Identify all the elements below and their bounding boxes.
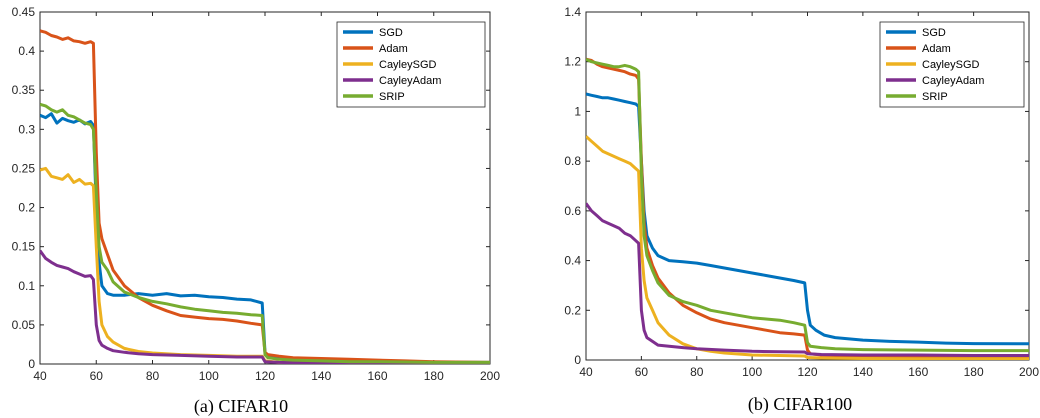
y-tick-label: 0.8 — [564, 154, 581, 168]
y-tick-label: 0.45 — [12, 5, 36, 19]
series-line-cayleyadam — [586, 202, 1029, 357]
x-tick-label: 80 — [690, 365, 704, 379]
x-tick-label: 180 — [964, 365, 984, 379]
y-tick-label: 0.3 — [18, 122, 35, 136]
legend-label: SRIP — [922, 91, 948, 103]
x-tick-label: 120 — [255, 369, 275, 383]
series-line-sgd — [586, 92, 1029, 346]
legend-label: CayleySGD — [922, 59, 980, 71]
x-tick-label: 80 — [146, 369, 160, 383]
y-tick-label: 1 — [574, 104, 581, 118]
caption-cifar10: (a) CIFAR10 — [194, 396, 288, 417]
series-line-adam — [40, 29, 490, 364]
y-tick-label: 0.05 — [12, 318, 36, 332]
x-tick-label: 140 — [853, 365, 873, 379]
x-tick-label: 40 — [579, 365, 593, 379]
y-tick-label: 0.1 — [18, 279, 35, 293]
y-tick-label: 1.4 — [564, 5, 581, 19]
legend-label: SGD — [379, 27, 403, 39]
legend-label: SRIP — [379, 91, 405, 103]
legend: SGD Adam CayleySGD CayleyAdam SRIP — [336, 21, 486, 108]
legend-label: CayleyAdam — [379, 75, 441, 87]
chart-cifar100: 40 60 80 100 120 140 160 180 200 0 0.2 0.4 0.6 0.8 1 1.… — [564, 5, 1039, 379]
y-tick-label: 0 — [28, 357, 35, 371]
y-tick-label: 0.15 — [12, 240, 36, 254]
series-line-srip — [586, 57, 1029, 353]
y-tick-label: 1.2 — [564, 55, 581, 69]
y-tick-label: 0.4 — [564, 254, 581, 268]
series-line-srip — [40, 102, 490, 364]
y-tick-label: 0.4 — [18, 44, 35, 58]
x-tick-label: 200 — [1019, 365, 1039, 379]
legend-label: Adam — [379, 43, 408, 55]
x-tick-label: 40 — [33, 369, 47, 383]
x-tick-label: 160 — [367, 369, 387, 383]
x-tick-label: 160 — [908, 365, 928, 379]
x-tick-label: 60 — [90, 369, 104, 383]
legend-label: SGD — [922, 27, 946, 39]
y-tick-label: 0 — [574, 353, 581, 367]
y-tick-label: 0.2 — [564, 303, 581, 317]
y-tick-label: 0.35 — [12, 83, 36, 97]
x-tick-label: 180 — [424, 369, 444, 383]
legend-label: CayleySGD — [379, 59, 437, 71]
series-line-cayleyadam — [40, 249, 490, 364]
caption-cifar100: (b) CIFAR100 — [748, 394, 852, 415]
x-tick-label: 140 — [311, 369, 331, 383]
x-tick-label: 60 — [635, 365, 649, 379]
x-tick-label: 100 — [742, 365, 762, 379]
legend: SGD Adam CayleySGD CayleyAdam SRIP — [879, 21, 1025, 108]
y-tick-label: 0.2 — [18, 201, 35, 215]
legend-label: CayleyAdam — [922, 75, 984, 87]
y-tick-label: 0.6 — [564, 204, 581, 218]
legend-label: Adam — [922, 43, 951, 55]
x-tick-label: 100 — [199, 369, 219, 383]
series-line-cayleysgd — [586, 135, 1029, 360]
y-tick-label: 0.25 — [12, 161, 36, 175]
x-tick-label: 200 — [480, 369, 500, 383]
x-tick-label: 120 — [797, 365, 817, 379]
chart-cifar10: 40 60 80 100 120 140 160 180 200 0 0.05 0.1 0.15 0.2 0… — [12, 5, 501, 383]
